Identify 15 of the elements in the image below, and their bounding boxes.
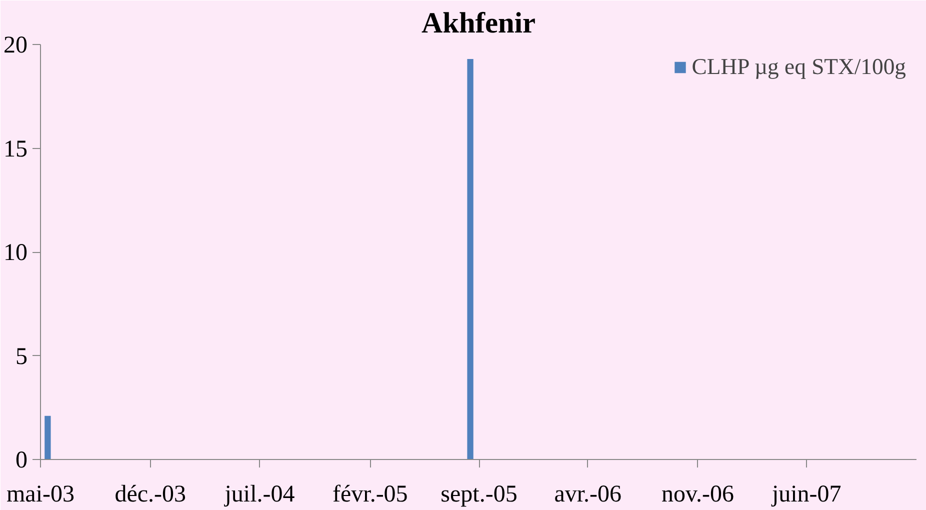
x-tick-label: mai-03 <box>6 482 74 508</box>
x-tick-label: févr.-05 <box>332 482 408 508</box>
x-tick-label: nov.-06 <box>662 482 734 508</box>
y-tick-label: 5 <box>16 344 28 370</box>
chart-title: Akhfenir <box>421 8 536 40</box>
y-tick-label: 10 <box>4 240 28 266</box>
y-tick-label: 0 <box>16 448 28 474</box>
y-tick-label: 15 <box>4 136 28 162</box>
x-tick-label: sept.-05 <box>440 482 518 508</box>
x-tick-label: juil.-04 <box>224 482 295 508</box>
x-tick-label: avr.-06 <box>554 482 622 508</box>
x-tick-label: juin-07 <box>770 482 842 508</box>
legend-label: CLHP µg eq STX/100g <box>692 54 906 80</box>
y-tick-label: 20 <box>4 32 28 58</box>
x-tick-label: déc.-03 <box>114 482 186 508</box>
